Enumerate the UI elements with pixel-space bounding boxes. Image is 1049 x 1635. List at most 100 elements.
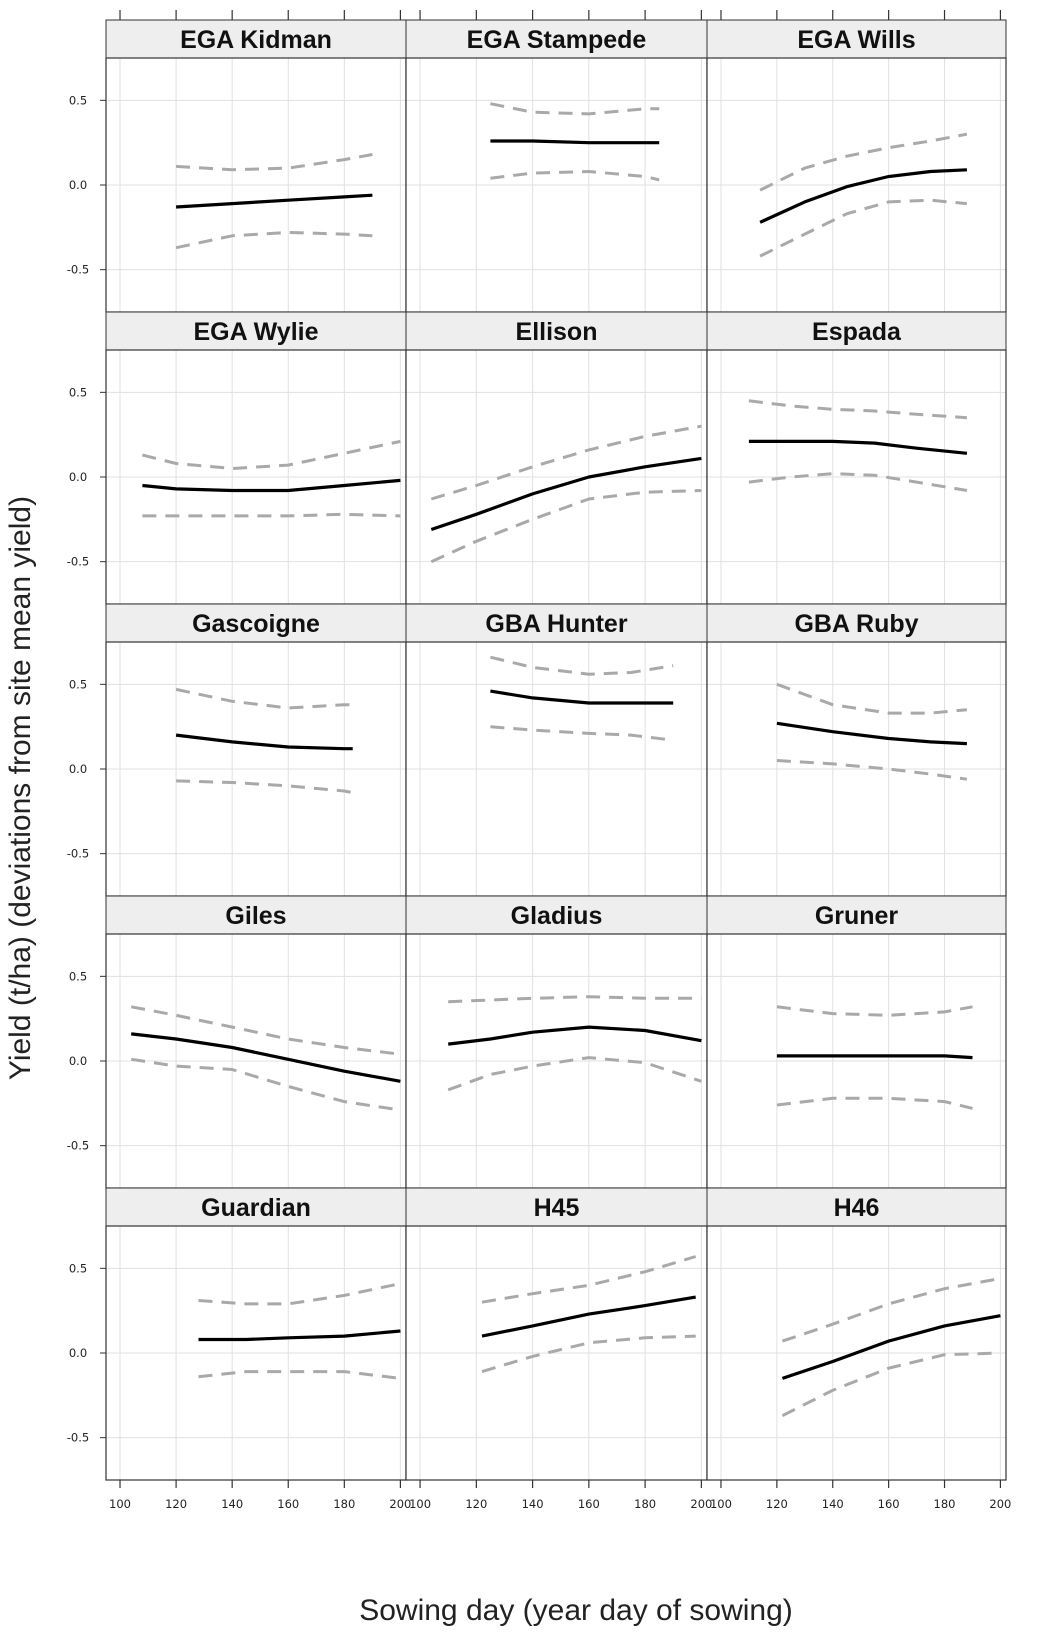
x-tick-label: 160: [277, 1497, 299, 1511]
x-tick-label: 100: [710, 1497, 732, 1511]
panel-14: H46: [706, 1187, 1007, 1481]
fit-line: [131, 1032, 401, 1083]
x-tick-label: 140: [522, 1497, 544, 1511]
panel-3: EGA Wylie -0.5 0.0 0.5: [67, 311, 407, 605]
ci-lower-line: [176, 779, 353, 795]
y-tick-label: 0.5: [69, 1261, 87, 1275]
ci-upper-line: [490, 102, 660, 116]
panel-2: EGA Wills: [706, 19, 1007, 313]
strip-label: H45: [534, 1194, 580, 1222]
panel-9: Giles -0.5 0.0 0.5: [67, 895, 407, 1189]
strip-background: [105, 19, 407, 59]
ci-upper-line: [759, 132, 968, 192]
strip-background: [706, 895, 1007, 935]
x-tick-label: 160: [578, 1497, 600, 1511]
x-axis-title: Sowing day (year day of sowing): [359, 1594, 793, 1627]
ci-upper-line: [748, 399, 968, 420]
ci-upper-line: [490, 655, 674, 676]
strip-label: Ellison: [516, 318, 598, 346]
x-tick-label: 100: [109, 1497, 131, 1511]
y-tick-label: -0.5: [67, 555, 89, 569]
ci-upper-line: [448, 995, 702, 1004]
fit-line: [490, 139, 660, 145]
y-tick-label: 0.0: [69, 1346, 87, 1360]
strip-background: [105, 603, 407, 643]
fit-line: [430, 456, 702, 532]
y-tick-label: 0.5: [69, 677, 87, 691]
strip-label: GBA Ruby: [794, 610, 918, 638]
y-tick-label: 0.0: [69, 178, 87, 192]
y-tick-label: 0.5: [69, 385, 87, 399]
y-tick-label: 0.0: [69, 762, 87, 776]
y-tick-label: 0.0: [69, 1054, 87, 1068]
panels-layer: EGA Kidman -0.5 0.0 0.5 EGA Stampede EGA Will…: [67, 19, 1007, 1481]
ci-lower-line: [490, 170, 660, 182]
fit-line: [776, 1054, 973, 1060]
fit-line: [776, 721, 967, 746]
strip-background: [706, 311, 1007, 351]
ci-upper-line: [175, 687, 353, 710]
ci-lower-line: [198, 1370, 401, 1380]
strip-label: Guardian: [201, 1194, 311, 1222]
x-tick-label: 100: [409, 1497, 431, 1511]
strip-label: Gladius: [511, 902, 603, 930]
fit-line: [781, 1314, 1001, 1380]
ci-lower-line: [142, 512, 401, 518]
fit-line: [142, 478, 401, 493]
y-axis-title: Yield (t/ha) (deviations from site mean …: [4, 496, 37, 1080]
ci-upper-line: [781, 1277, 1001, 1343]
x-tick-label: 140: [822, 1497, 844, 1511]
strip-label: EGA Wills: [797, 26, 915, 54]
ci-lower-line: [748, 472, 968, 492]
y-tick-label: -0.5: [67, 847, 89, 861]
ci-upper-line: [198, 1282, 401, 1306]
strip-background: [405, 311, 708, 351]
x-tick-label: 200: [690, 1497, 712, 1511]
strip-label: EGA Kidman: [180, 26, 332, 54]
y-tick-label: -0.5: [67, 263, 89, 277]
ci-lower-line: [481, 1334, 696, 1374]
strip-label: Gascoigne: [192, 610, 320, 638]
panel-10: Gladius: [405, 895, 708, 1189]
fit-line: [175, 733, 353, 751]
fit-line: [176, 193, 373, 209]
ci-lower-line: [490, 725, 674, 742]
strip-background: [105, 895, 407, 935]
x-tick-label: 180: [634, 1497, 656, 1511]
panel-6: Gascoigne -0.5 0.0 0.5: [67, 603, 407, 897]
ci-upper-line: [430, 424, 702, 501]
x-tick-label: 180: [333, 1497, 355, 1511]
panel-8: GBA Ruby: [706, 603, 1007, 897]
y-tick-label: 0.0: [69, 470, 87, 484]
panel-7: GBA Hunter: [405, 603, 708, 897]
strip-label: EGA Wylie: [193, 318, 318, 346]
strip-background: [706, 1187, 1007, 1227]
y-tick-label: 0.5: [69, 969, 87, 983]
panel-0: EGA Kidman -0.5 0.0 0.5: [67, 19, 407, 313]
strip-background: [105, 1187, 407, 1227]
ci-upper-line: [776, 682, 968, 715]
fit-line: [490, 689, 674, 705]
ci-upper-line: [481, 1255, 697, 1304]
panel-5: Espada: [706, 311, 1007, 605]
fit-line: [759, 168, 967, 224]
panel-1: EGA Stampede: [405, 19, 708, 313]
x-tick-label: 200: [989, 1497, 1011, 1511]
ci-upper-line: [142, 439, 401, 470]
strip-background: [405, 1187, 708, 1227]
fit-line: [481, 1295, 696, 1338]
y-tick-label: -0.5: [67, 1431, 89, 1445]
strip-background: [706, 19, 1007, 59]
x-tick-label: 140: [221, 1497, 243, 1511]
strip-background: [105, 311, 407, 351]
ci-lower-line: [447, 1056, 702, 1092]
fit-line: [748, 439, 968, 455]
strip-label: Giles: [225, 902, 286, 930]
y-tick-label: 0.5: [69, 93, 87, 107]
ci-lower-line: [759, 198, 968, 258]
strip-label: EGA Stampede: [467, 26, 647, 54]
strip-label: Gruner: [815, 902, 899, 930]
y-tick-label: -0.5: [67, 1139, 89, 1153]
panel-border: [706, 1225, 1007, 1481]
